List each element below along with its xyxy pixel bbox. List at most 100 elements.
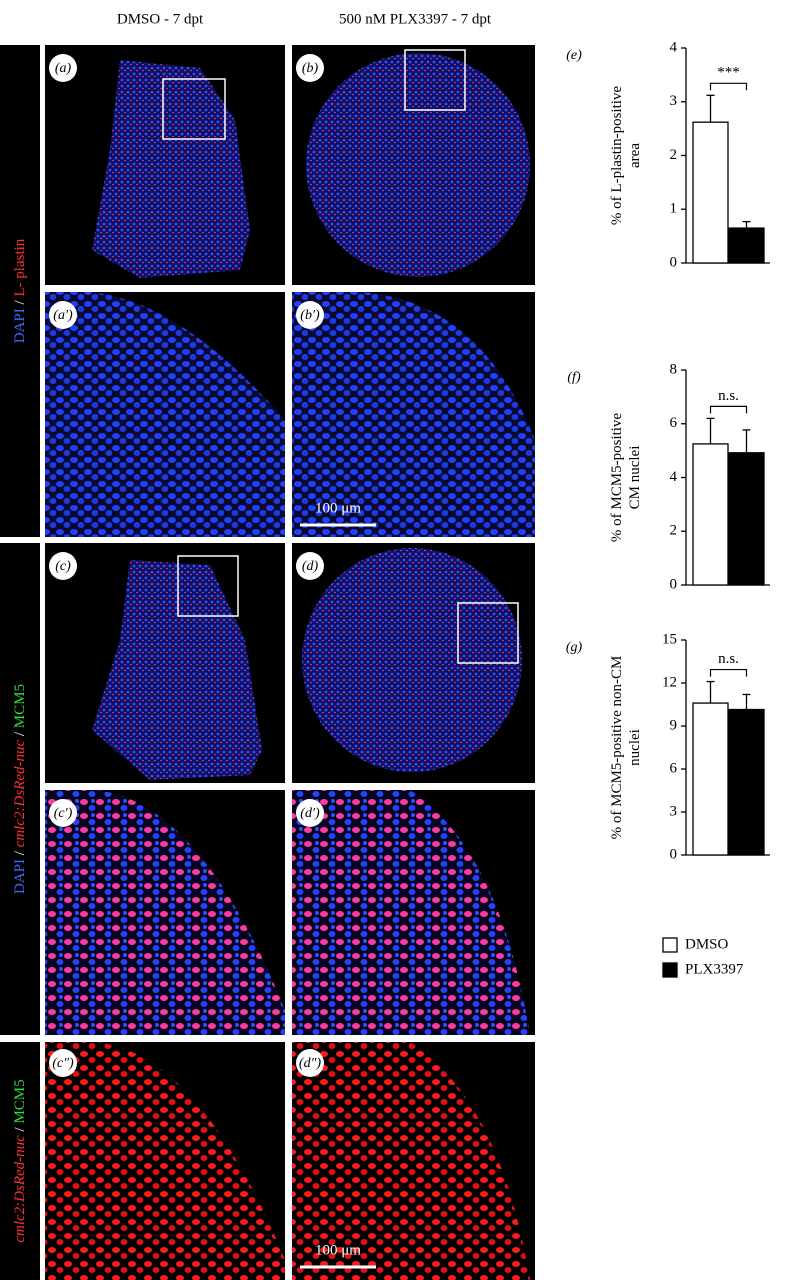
significance-label: ***	[717, 65, 740, 81]
panel-label-badge	[296, 54, 324, 82]
y-axis-label-line: % of MCM5-positive	[609, 413, 625, 543]
y-axis-label: % of MCM5-positive non-CM nuclei	[609, 656, 643, 840]
side-strips	[0, 45, 40, 1280]
background	[292, 292, 535, 440]
significance-label: n.s.	[718, 651, 739, 667]
side-label-part: L- plastin	[12, 238, 28, 296]
tissue	[306, 53, 530, 277]
scale-bar-label: 100 μm	[315, 500, 361, 516]
panel-label-badge	[49, 552, 77, 580]
panel-label-badge	[296, 552, 324, 580]
y-tick-label: 1	[670, 201, 678, 217]
y-axis-label-line: % of L-plastin-positive	[609, 86, 625, 225]
side-label-part: MCM5	[12, 1079, 28, 1123]
panel-label: (b′)	[300, 308, 320, 323]
panel-labels: (a) (b) (a′) (b′) (c) (d) (c′) (d′) (c″) (d″)	[49, 54, 324, 1077]
scale-bars: 100 μm 100 μm	[300, 500, 376, 1269]
side-label-part: /	[12, 847, 28, 859]
panel-label: (d″)	[299, 1056, 321, 1071]
legend-swatch	[662, 937, 678, 953]
panel-label-badge	[49, 301, 77, 329]
y-axis-label: % of MCM5-positive CM nuclei	[609, 413, 643, 543]
y-axis-label: % of L-plastin-positive area	[609, 86, 643, 225]
inset-box	[457, 602, 519, 664]
panel-label-badge	[49, 1049, 77, 1077]
panel-label-badge	[296, 799, 324, 827]
y-tick-label: 15	[662, 631, 677, 647]
legend-label: PLX3397	[685, 961, 744, 977]
panel-label: (g)	[566, 640, 583, 655]
y-tick-label: 0	[670, 576, 678, 592]
panel-label: (c)	[55, 559, 71, 574]
tissue	[92, 560, 262, 780]
inset-box	[162, 78, 226, 140]
side-label-part: /	[12, 1124, 28, 1136]
y-tick-label: 3	[670, 93, 678, 109]
side-label-part: cmlc2:DsRed-nuc	[12, 740, 28, 848]
bar	[728, 452, 765, 586]
headers: DMSO - 7 dpt 500 nM PLX3397 - 7 dpt	[117, 11, 492, 27]
bar	[692, 121, 729, 264]
significance-bracket	[709, 668, 748, 677]
panel-label-badge	[296, 301, 324, 329]
side-label-part: /	[12, 728, 28, 740]
background	[45, 292, 285, 420]
background	[45, 790, 285, 1010]
background	[292, 1042, 535, 1280]
panel-label: (e)	[566, 48, 582, 63]
y-tick-label: 12	[662, 674, 677, 690]
bar	[728, 708, 765, 856]
side-label-part: cmlc2:DsRed-nuc	[12, 1135, 28, 1243]
legend-label: DMSO	[685, 936, 729, 952]
column-header: DMSO - 7 dpt	[117, 11, 204, 27]
y-tick-label: 0	[670, 846, 678, 862]
side-strip	[0, 45, 40, 537]
panel-label: (d′)	[300, 806, 320, 821]
tissue	[92, 60, 250, 278]
panel-label: (b)	[302, 61, 319, 76]
y-tick-label: 2	[670, 523, 678, 539]
y-tick-label: 6	[670, 415, 678, 431]
column-header: 500 nM PLX3397 - 7 dpt	[339, 11, 492, 27]
tissue	[302, 548, 522, 772]
panel-label: (a′)	[53, 308, 73, 323]
background	[45, 1042, 285, 1260]
y-tick-label: 2	[670, 147, 678, 163]
side-label-part: DAPI	[12, 859, 28, 894]
inset-box	[404, 49, 466, 111]
y-tick-label: 9	[670, 717, 678, 733]
significance-label: n.s.	[718, 388, 739, 404]
side-label-part: MCM5	[12, 684, 28, 728]
side-strip	[0, 1042, 40, 1280]
side-label: DAPI / L- plastin	[12, 238, 28, 343]
y-axis-label-line: area	[627, 143, 643, 168]
side-label: DAPI / cmlc2:DsRed-nuc / MCM5	[12, 684, 28, 894]
panel-label: (a)	[55, 61, 72, 76]
micrographs	[45, 45, 535, 1280]
background	[292, 790, 535, 1035]
y-axis-label-line: nuclei	[627, 729, 643, 766]
side-strip	[0, 543, 40, 1035]
y-tick-label: 3	[670, 803, 678, 819]
panel-label: (c″)	[52, 1056, 74, 1071]
side-label-part: DAPI	[12, 308, 28, 343]
y-axis-label-line: % of MCM5-positive non-CM	[609, 656, 625, 840]
y-tick-label: 6	[670, 760, 678, 776]
side-label-part: /	[12, 297, 28, 309]
legend-swatch	[662, 962, 678, 978]
panel-label: (c′)	[54, 806, 73, 821]
panel-label: (d)	[302, 559, 319, 574]
significance-bracket	[709, 82, 748, 91]
panel-label: (f)	[567, 370, 581, 385]
y-tick-label: 0	[670, 254, 678, 270]
significance-bracket	[709, 405, 748, 414]
side-label: cmlc2:DsRed-nuc / MCM5	[12, 1079, 28, 1242]
panel-label-badge	[49, 799, 77, 827]
y-tick-label: 4	[670, 469, 678, 485]
charts: (e)% of L-plastin-positive area01234***(f…	[566, 39, 770, 978]
y-axis-label-line: CM nuclei	[627, 446, 643, 510]
bar	[728, 227, 765, 264]
bar	[692, 702, 729, 856]
